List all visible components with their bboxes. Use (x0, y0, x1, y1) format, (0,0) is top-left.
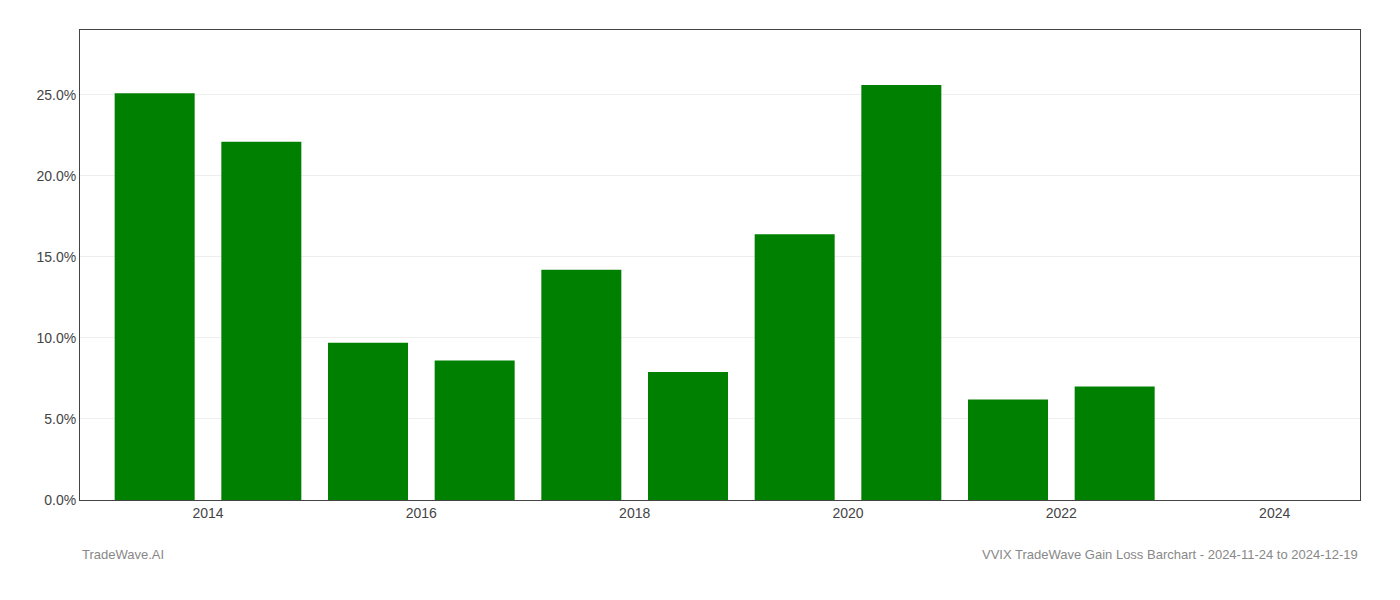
svg-text:5.0%: 5.0% (44, 411, 76, 427)
svg-text:15.0%: 15.0% (36, 249, 76, 265)
svg-text:2018: 2018 (619, 505, 650, 521)
svg-text:VVIX TradeWave Gain Loss Barch: VVIX TradeWave Gain Loss Barchart - 2024… (982, 547, 1358, 562)
svg-text:2016: 2016 (406, 505, 437, 521)
svg-text:25.0%: 25.0% (36, 87, 76, 103)
svg-text:2024: 2024 (1259, 505, 1290, 521)
svg-text:2014: 2014 (192, 505, 223, 521)
svg-text:0.0%: 0.0% (44, 492, 76, 508)
svg-text:10.0%: 10.0% (36, 330, 76, 346)
svg-text:2022: 2022 (1046, 505, 1077, 521)
svg-text:20.0%: 20.0% (36, 168, 76, 184)
svg-text:2020: 2020 (832, 505, 863, 521)
svg-text:TradeWave.AI: TradeWave.AI (82, 547, 164, 562)
